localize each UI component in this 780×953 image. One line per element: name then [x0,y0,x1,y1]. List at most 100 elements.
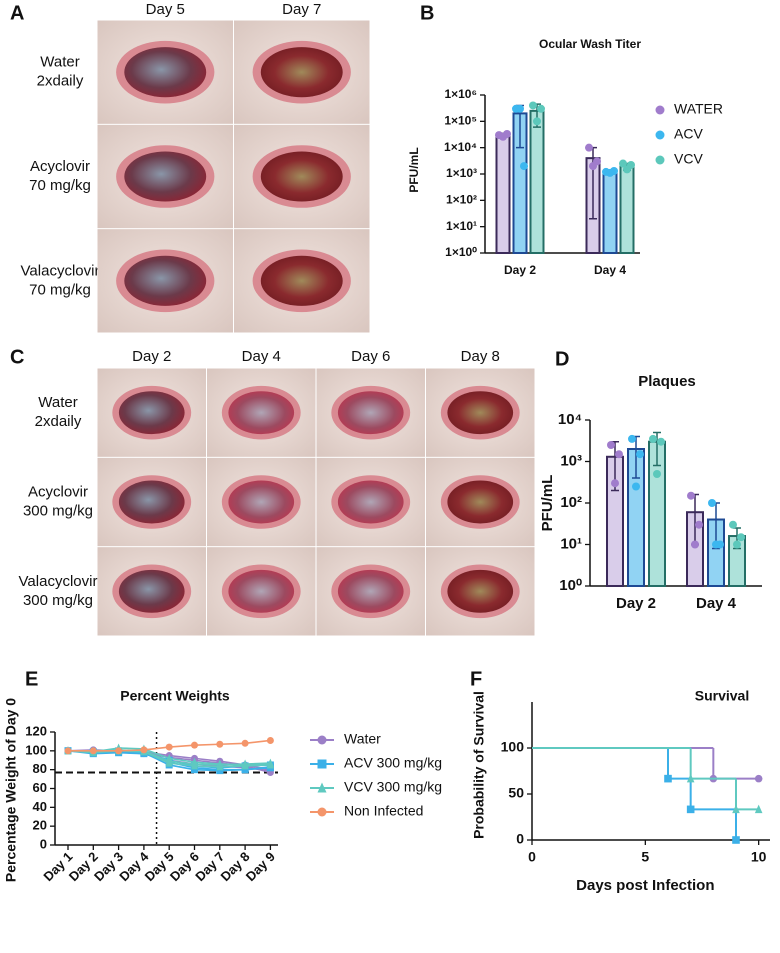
legend-marker [655,105,665,115]
row-label: 2xdaily [37,73,84,90]
row-label: Acyclovir [28,483,88,500]
y-tick-label: 1×10¹ [446,219,477,233]
data-point [537,104,545,113]
legend-label: ACV 300 mg/kg [344,755,442,771]
data-point [708,499,716,507]
panel-letter: F [470,668,482,690]
eye [228,391,295,435]
row-label: 300 mg/kg [23,502,93,519]
data-point [729,520,737,529]
data-point [585,143,593,152]
marker [266,760,274,769]
x-tick-label: Day 2 [616,595,656,612]
y-tick-label: 1×10⁴ [444,140,477,154]
legend-label: Water [344,731,381,747]
eye [447,480,514,524]
y-tick-label: 1×10⁵ [444,114,477,128]
y-tick-label: 10⁰ [559,577,582,594]
panel-letter: C [10,346,24,368]
bar [495,134,511,255]
y-axis-label: Probability of Survival [471,691,487,839]
row-label: 2xdaily [35,413,82,430]
data-point [619,159,627,168]
marker [266,736,274,744]
data-point [593,157,601,166]
y-tick-label: 100 [25,742,47,757]
panel-letter: B [420,2,434,24]
marker [89,747,97,755]
marker [732,836,740,844]
data-point [695,520,703,529]
marker [241,739,249,747]
data-point [737,533,745,542]
row-label: Acyclovir [30,158,90,175]
eye [337,480,404,524]
eye [447,569,514,613]
eye [118,480,185,524]
marker [140,746,148,754]
legend-label: VCV 300 mg/kg [344,779,442,795]
column-header: Day 8 [461,348,500,365]
y-tick-label: 20 [33,818,47,833]
eye [118,391,185,435]
eye [124,47,207,98]
eye [124,255,207,306]
y-tick-label: 120 [25,723,47,738]
y-tick-label: 10³ [560,452,582,469]
data-point [649,434,657,443]
x-tick-label: Day 9 [243,849,278,884]
data-point [533,117,541,126]
y-axis-label: Percentage Weight of Day 0 [3,698,19,882]
row-label: Water [38,394,77,411]
y-tick-label: 0 [40,836,47,851]
panel-letter: E [25,668,38,690]
eye [337,391,404,435]
data-point [691,540,699,549]
y-tick-label: 0 [516,831,524,847]
marker [241,766,249,774]
data-point [529,101,537,110]
x-tick-label: Day 2 [504,263,536,277]
y-tick-label: 10¹ [560,535,582,552]
marker [165,743,173,751]
data-point [520,162,528,171]
y-tick-label: 80 [33,761,47,776]
data-point [503,130,511,139]
data-point [653,469,661,478]
legend-label: ACV [674,126,703,142]
marker [165,758,173,767]
y-tick-label: 1×10³ [446,166,477,180]
panel-letter: A [10,2,24,24]
legend-marker [655,130,665,140]
data-point [615,450,623,459]
marker [191,761,198,770]
y-tick-label: 40 [33,799,47,814]
eye [260,47,343,98]
eye [228,480,295,524]
y-axis-label: PFU/mL [539,475,556,532]
x-tick-label: 10 [751,849,767,865]
legend-marker [317,759,327,769]
y-tick-label: 1×10² [446,193,477,207]
marker [115,747,123,755]
y-axis-label: PFU/mL [407,147,421,192]
eye [124,151,207,202]
data-point [516,104,524,113]
marker [686,805,695,814]
x-tick-label: 5 [641,849,649,865]
y-tick-label: 10⁴ [558,411,582,428]
data-point [636,450,644,459]
data-point [607,440,615,449]
chart-title: Ocular Wash Titer [539,37,641,51]
data-point [610,166,618,175]
bar [529,109,545,254]
row-label: 70 mg/kg [29,177,91,194]
data-point [611,479,619,488]
marker [754,804,763,814]
marker [732,804,740,814]
data-point [628,434,636,443]
y-tick-label: 1×10⁰ [445,245,477,259]
marker [191,766,198,774]
legend-label: WATER [674,101,723,117]
chart-title: Survival [695,688,749,704]
